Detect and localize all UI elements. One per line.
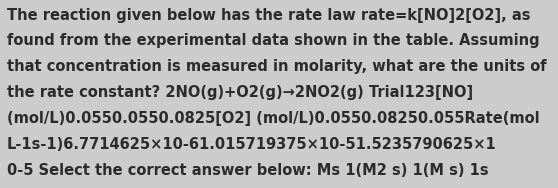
Text: (mol/L)0.0550.0550.0825[O2] (mol/L)0.0550.08250.055Rate(mol: (mol/L)0.0550.0550.0825[O2] (mol/L)0.055…: [7, 111, 540, 126]
Text: that concentration is measured in molarity, what are the units of: that concentration is measured in molari…: [7, 59, 546, 74]
Text: The reaction given below has the rate law rate=k[NO]2[O2], as: The reaction given below has the rate la…: [7, 8, 530, 23]
Text: found from the experimental data shown in the table. Assuming: found from the experimental data shown i…: [7, 33, 540, 49]
Text: the rate constant? 2NO(g)+O2(g)→2NO2(g) Trial123[NO]: the rate constant? 2NO(g)+O2(g)→2NO2(g) …: [7, 85, 473, 100]
Text: L-1s-1)6.7714625×10-61.015719375×10-51.5235790625×1: L-1s-1)6.7714625×10-61.015719375×10-51.5…: [7, 137, 497, 152]
Text: 0-5 Select the correct answer below: Ms 1(M2 s) 1(M s) 1s: 0-5 Select the correct answer below: Ms …: [7, 163, 488, 178]
